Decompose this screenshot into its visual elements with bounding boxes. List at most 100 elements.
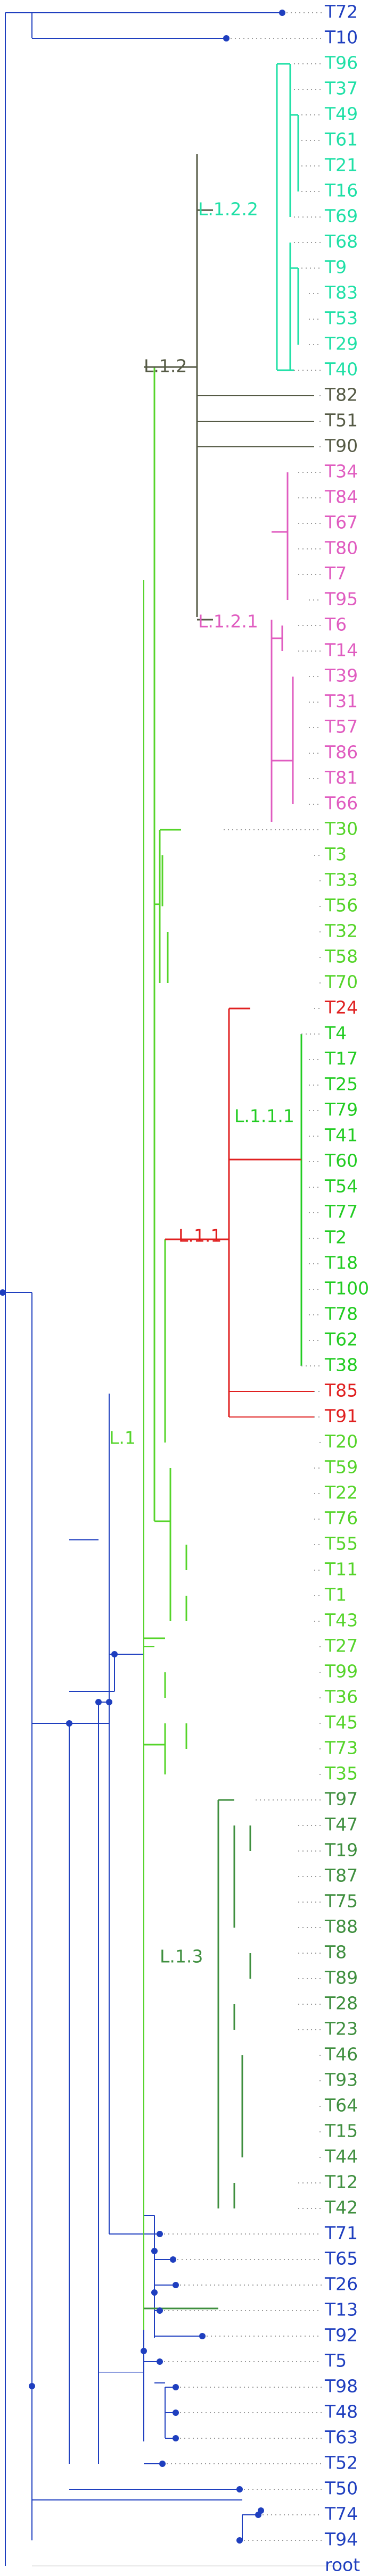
tip-label: T41 [324, 1125, 358, 1146]
tip-label: T59 [324, 1457, 358, 1478]
tip-label: T49 [324, 104, 358, 124]
tip-leader-lines [160, 12, 322, 2541]
node-dot [141, 2348, 147, 2354]
node-dot [111, 1651, 118, 1657]
tip-label: T27 [324, 1636, 358, 1656]
tip-label: T37 [324, 78, 358, 99]
tip-label: T30 [324, 819, 358, 839]
tip-label: T87 [324, 1865, 358, 1886]
tip-label: T23 [324, 2019, 358, 2039]
tip-label: T99 [324, 1661, 358, 1682]
tip-dot [236, 2486, 243, 2492]
tip-label: T44 [324, 2146, 358, 2167]
tip-label: T83 [324, 282, 358, 303]
tip-label: T92 [324, 2325, 358, 2346]
tip-label: T14 [324, 640, 358, 661]
tip-label: T9 [324, 257, 347, 278]
tip-label: T80 [324, 538, 358, 558]
tip-dot [236, 2537, 243, 2544]
tip-label: T98 [324, 2376, 358, 2397]
tip-label: T39 [324, 665, 358, 686]
tip-label: T77 [324, 1202, 358, 1222]
tip-label: T94 [324, 2529, 358, 2550]
tip-label: T54 [324, 1176, 358, 1197]
tip-label: T58 [324, 946, 358, 967]
tip-label: T4 [324, 1023, 347, 1044]
tip-dot [157, 2307, 163, 2314]
clade-label: L.1.3 [160, 1946, 203, 1967]
tip-label: T45 [324, 1712, 358, 1733]
tip-dot [159, 2461, 166, 2467]
tip-label: T86 [324, 742, 358, 763]
tip-label: T13 [324, 2299, 358, 2320]
tip-label: T40 [324, 359, 358, 380]
tip-label: T28 [324, 1993, 358, 2014]
tip-label: T6 [324, 614, 347, 635]
tip-label: T70 [324, 972, 358, 993]
clade-label: L.1.2.2 [198, 199, 258, 220]
tip-label: T53 [324, 308, 358, 329]
node-dot [66, 1720, 72, 1727]
tip-label: T55 [324, 1533, 358, 1554]
tip-label: T17 [324, 1048, 358, 1069]
tip-label: T8 [324, 1942, 347, 1963]
tip-label: T74 [324, 2504, 358, 2524]
tip-label: T12 [324, 2172, 358, 2192]
tip-label: T46 [324, 2044, 358, 2065]
tip-label: T50 [324, 2478, 358, 2499]
tree-branches [3, 12, 346, 2566]
tip-label: T16 [324, 180, 358, 201]
tip-dot [279, 10, 285, 16]
tip-dot [199, 2333, 206, 2339]
tip-label: T57 [324, 716, 358, 737]
tip-label: T100 [324, 1278, 369, 1299]
tip-label: T78 [324, 1304, 358, 1324]
clade-label: L.1 [109, 1428, 136, 1448]
tip-label: T3 [324, 844, 347, 865]
tip-label: T2 [324, 1227, 347, 1248]
node-dot [29, 2383, 35, 2389]
tip-label: T7 [324, 563, 347, 584]
tip-dot [173, 2435, 179, 2441]
tip-label: T22 [324, 1482, 358, 1503]
node-dots [0, 10, 285, 2544]
tip-label: T72 [324, 2, 358, 22]
tip-label: T69 [324, 206, 358, 227]
tip-label: T76 [324, 1508, 358, 1529]
tip-label: T97 [324, 1789, 358, 1810]
tip-label: T36 [324, 1687, 358, 1707]
clade-labels: L.1.2.2 L.1.2 L.1.2.1 L.1.1.1 L.1.1 L.1 L.1.3 [109, 199, 294, 1967]
tip-label: T96 [324, 53, 358, 73]
tip-label: T84 [324, 487, 358, 507]
tip-labels: T72 T10 T96 T37 T49 T61 T21 T16 T69 T68 T9 T83 T53 T2… [324, 2, 369, 2575]
tip-label: T95 [324, 589, 358, 610]
tip-label: T89 [324, 1968, 358, 1988]
tip-label: T68 [324, 231, 358, 252]
tip-label: T32 [324, 921, 358, 941]
tip-label: T67 [324, 512, 358, 533]
tip-label: T48 [324, 2402, 358, 2422]
tip-label: T65 [324, 2248, 358, 2269]
tip-label: T35 [324, 1763, 358, 1784]
clade-label: L.1.2 [144, 356, 187, 377]
tip-label: T34 [324, 461, 358, 482]
node-dot [106, 1699, 112, 1705]
tip-label: T5 [324, 2350, 347, 2371]
tip-label: T10 [324, 27, 358, 48]
tip-label: T61 [324, 129, 358, 150]
tip-label: T38 [324, 1355, 358, 1375]
tip-dot [157, 2231, 163, 2237]
node-dot [151, 2248, 158, 2254]
tip-label: T47 [324, 1814, 358, 1835]
tip-label: T93 [324, 2070, 358, 2090]
root-node-dot [0, 1289, 6, 1296]
tip-dot [173, 2410, 179, 2416]
clade-label: L.1.2.1 [198, 611, 258, 632]
tip-label: T73 [324, 1738, 358, 1758]
node-dot [95, 1699, 102, 1705]
tip-label: T26 [324, 2274, 358, 2295]
tip-label: T25 [324, 1074, 358, 1095]
tip-dot [173, 2282, 179, 2288]
tip-label: T21 [324, 155, 358, 176]
